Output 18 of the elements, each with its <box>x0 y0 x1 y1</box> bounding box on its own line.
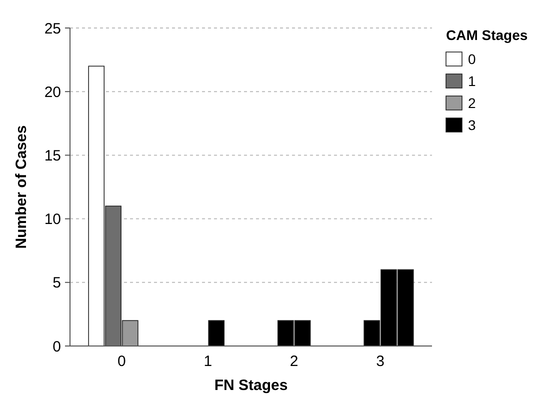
legend-label: 0 <box>468 51 476 67</box>
y-tick-label: 15 <box>44 147 61 164</box>
x-axis-title: FN Stages <box>214 377 288 394</box>
y-tick-label: 25 <box>44 20 61 38</box>
y-tick-label: 5 <box>52 274 61 292</box>
y-tick-label: 10 <box>44 211 61 228</box>
x-tick-label: 0 <box>118 353 126 370</box>
y-tick-label: 20 <box>44 84 61 101</box>
legend-label: 1 <box>468 73 476 89</box>
y-axis-title: Number of Cases <box>13 125 30 249</box>
x-tick-label: 2 <box>290 353 298 370</box>
legend-label: 2 <box>468 95 476 111</box>
x-tick-label: 1 <box>204 353 212 370</box>
legend-title: CAM Stages <box>446 27 528 43</box>
bar <box>208 320 225 346</box>
legend-label: 3 <box>468 117 476 133</box>
x-tick-label: 3 <box>376 353 384 370</box>
y-tick-label: 0 <box>52 338 61 356</box>
